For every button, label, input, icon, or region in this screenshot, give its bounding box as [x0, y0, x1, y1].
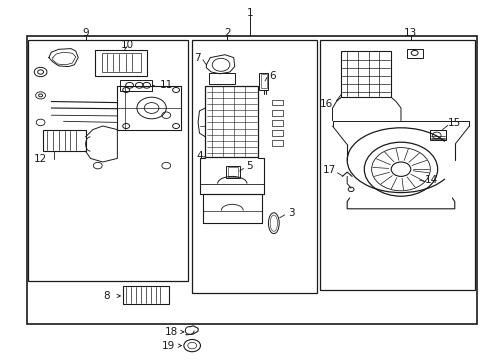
- Bar: [226, 166, 239, 178]
- Text: 13: 13: [403, 28, 417, 39]
- Text: 15: 15: [447, 118, 461, 128]
- Text: 7: 7: [193, 53, 200, 63]
- Bar: [272, 130, 282, 136]
- Bar: [272, 140, 282, 146]
- Bar: [102, 53, 141, 72]
- Text: 16: 16: [319, 99, 333, 109]
- Bar: [123, 286, 168, 304]
- Text: 4: 4: [196, 150, 203, 161]
- Text: 18: 18: [164, 327, 178, 337]
- Text: 1: 1: [246, 8, 253, 18]
- Text: 12: 12: [33, 154, 47, 164]
- Bar: [209, 73, 234, 84]
- Bar: [191, 40, 316, 293]
- Text: 11: 11: [159, 80, 173, 90]
- Bar: [27, 36, 476, 324]
- Bar: [272, 110, 282, 116]
- Bar: [28, 40, 188, 281]
- Text: 19: 19: [162, 341, 175, 351]
- Bar: [406, 49, 422, 58]
- Text: 6: 6: [269, 71, 276, 81]
- Text: 10: 10: [121, 40, 133, 50]
- Bar: [228, 167, 237, 177]
- Bar: [341, 51, 390, 97]
- Bar: [43, 130, 85, 151]
- Bar: [260, 74, 266, 88]
- Bar: [120, 80, 151, 91]
- Text: 17: 17: [322, 165, 335, 175]
- Text: 3: 3: [287, 208, 294, 218]
- Text: 2: 2: [224, 28, 230, 39]
- Text: 9: 9: [82, 28, 89, 39]
- Bar: [259, 73, 267, 90]
- Bar: [429, 130, 445, 140]
- Bar: [205, 86, 258, 157]
- Text: 5: 5: [245, 161, 252, 171]
- Bar: [272, 100, 282, 105]
- Bar: [272, 120, 282, 126]
- Text: 8: 8: [103, 291, 110, 301]
- Bar: [320, 40, 474, 290]
- Bar: [95, 50, 146, 76]
- Text: 14: 14: [424, 175, 438, 185]
